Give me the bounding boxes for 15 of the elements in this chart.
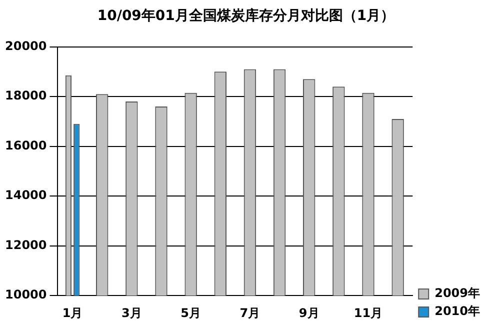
y-tick-label: 16000 (5, 138, 47, 152)
y-tick-label: 12000 (5, 238, 47, 252)
legend-label: 2010年 (434, 304, 480, 318)
x-tick-label: 7月 (240, 306, 260, 320)
x-tick-label: 3月 (121, 306, 142, 320)
chart-title: 10/09年01月全国煤炭库存分月对比图（1月） (97, 7, 395, 24)
y-tick-label: 18000 (5, 88, 47, 103)
x-tick-label: 11月 (354, 306, 383, 320)
x-tick-label: 5月 (180, 306, 201, 320)
y-tick-label: 14000 (5, 188, 47, 202)
x-tick-label: 1月 (62, 306, 83, 320)
y-tick-label: 10000 (5, 288, 47, 302)
legend-label: 2009年 (434, 286, 480, 300)
x-tick-label: 9月 (298, 306, 320, 320)
y-tick-label: 20000 (5, 38, 47, 53)
